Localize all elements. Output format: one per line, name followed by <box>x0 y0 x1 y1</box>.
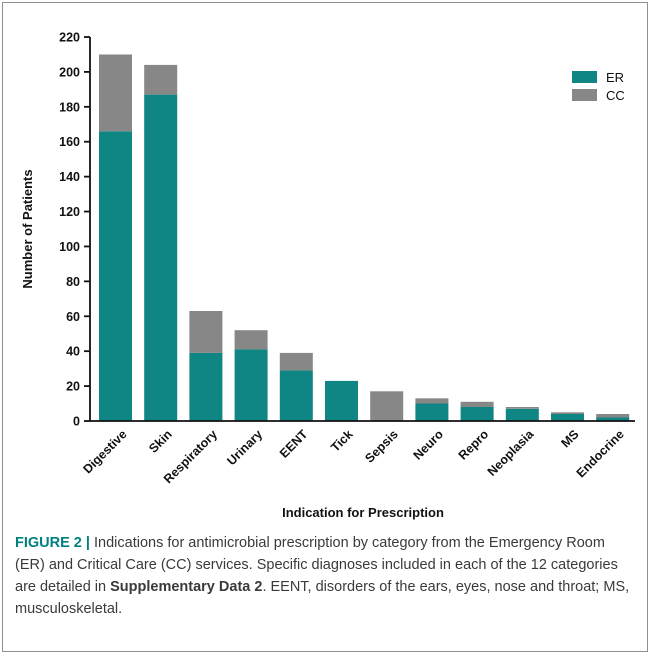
bar-er-neoplasia <box>506 409 539 421</box>
y-tick-label-40: 40 <box>66 345 80 359</box>
y-tick-label-220: 220 <box>59 31 80 45</box>
bar-er-repro <box>461 407 494 421</box>
legend-swatch-er <box>572 71 597 83</box>
y-tick-label-200: 200 <box>59 65 80 79</box>
bar-er-urinary <box>235 349 268 421</box>
y-tick-label-180: 180 <box>59 100 80 114</box>
legend-label-er: ER <box>606 70 624 85</box>
bar-cc-repro <box>461 402 494 407</box>
y-tick-label-20: 20 <box>66 380 80 394</box>
x-tick-label-eent: EENT <box>277 427 311 461</box>
bar-cc-digestive <box>99 55 132 132</box>
bar-er-tick <box>325 381 358 421</box>
y-tick-label-160: 160 <box>59 135 80 149</box>
x-tick-label-neuro: Neuro <box>411 427 447 463</box>
x-tick-label-sepsis: Sepsis <box>362 427 400 465</box>
bar-er-digestive <box>99 131 132 421</box>
legend: ER CC <box>572 70 625 103</box>
bar-cc-neuro <box>415 398 448 403</box>
caption-text-after: . EENT, disorders of the ears, eyes, nos… <box>15 579 629 617</box>
y-tick-label-60: 60 <box>66 310 80 324</box>
figure-caption: FIGURE 2 | Indications for antimicrobial… <box>15 532 637 620</box>
stacked-bar-chart: 0 20 40 60 80 100 120 140 160 180 200 220 Number of … <box>3 3 649 533</box>
x-tick-label-urinary: Urinary <box>224 427 265 468</box>
caption-strong-text: Supplementary Data 2 <box>110 579 262 595</box>
bar-cc-skin <box>144 65 177 95</box>
bars-layer <box>99 55 629 422</box>
y-tick-label-140: 140 <box>59 170 80 184</box>
bar-cc-ms <box>551 412 584 414</box>
x-tick-label-digestive: Digestive <box>80 427 129 476</box>
x-tick-label-ms: MS <box>558 427 581 450</box>
x-tick-label-skin: Skin <box>146 427 175 456</box>
bar-er-neuro <box>415 404 448 422</box>
x-tick-label-neoplasia: Neoplasia <box>485 426 537 478</box>
y-tick-label-0: 0 <box>73 415 80 429</box>
bar-cc-respiratory <box>189 311 222 353</box>
bar-cc-urinary <box>235 330 268 349</box>
y-tick-label-100: 100 <box>59 240 80 254</box>
x-axis-title: Indication for Prescription <box>282 505 444 520</box>
y-tick-label-80: 80 <box>66 275 80 289</box>
y-tick-label-120: 120 <box>59 205 80 219</box>
y-axis-title: Number of Patients <box>20 169 35 288</box>
bar-cc-neoplasia <box>506 407 539 409</box>
bar-cc-eent <box>280 353 313 371</box>
x-tick-label-repro: Repro <box>456 427 492 463</box>
bar-cc-endocrine <box>596 414 629 418</box>
caption-label: FIGURE 2 | <box>15 535 90 551</box>
x-tick-label-endocrine: Endocrine <box>574 427 627 480</box>
chart-area: 0 20 40 60 80 100 120 140 160 180 200 220 Number of … <box>3 3 649 533</box>
bar-er-ms <box>551 414 584 421</box>
bar-cc-sepsis <box>370 391 403 421</box>
x-tick-label-tick: Tick <box>328 427 355 454</box>
bar-er-skin <box>144 95 177 421</box>
bar-er-eent <box>280 370 313 421</box>
legend-swatch-cc <box>572 89 597 101</box>
bar-er-respiratory <box>189 353 222 421</box>
legend-label-cc: CC <box>606 88 625 103</box>
